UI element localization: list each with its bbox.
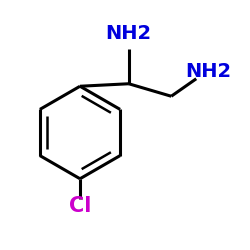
Text: NH2: NH2	[106, 24, 152, 43]
Text: NH2: NH2	[186, 62, 232, 81]
Text: Cl: Cl	[69, 196, 91, 216]
